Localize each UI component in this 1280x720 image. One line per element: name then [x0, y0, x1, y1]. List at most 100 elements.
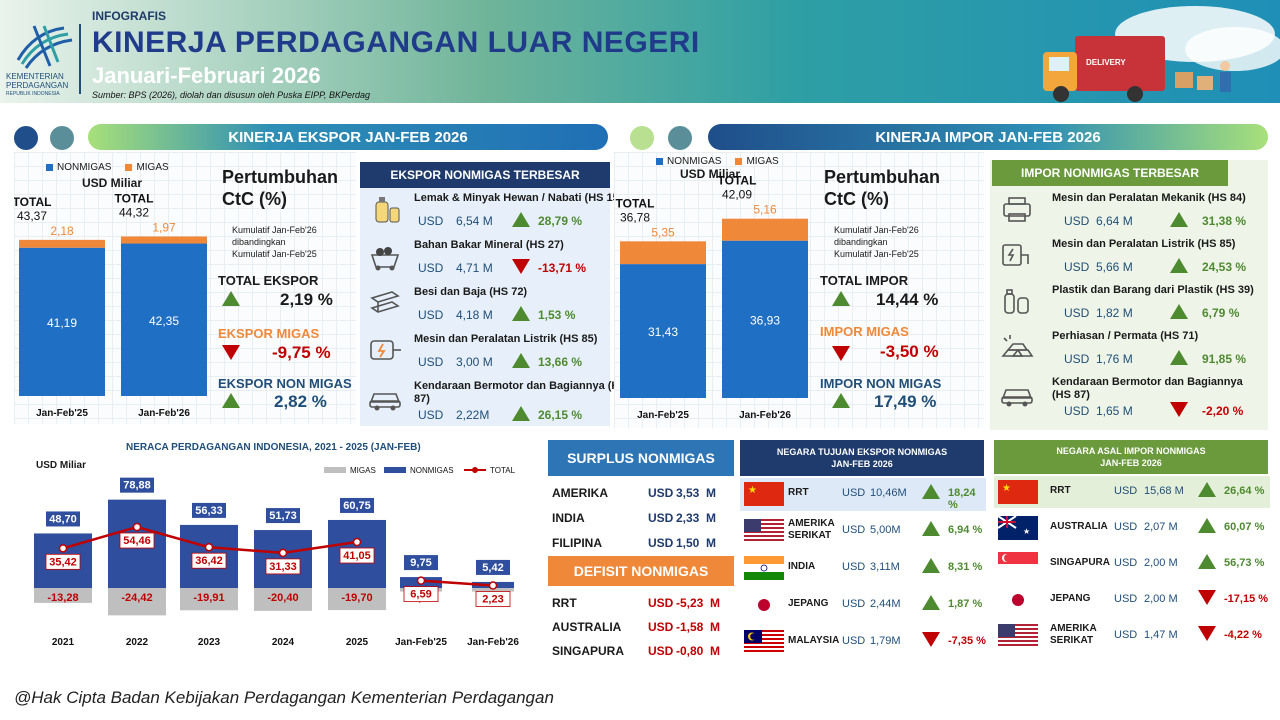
category-label: 2021 [52, 637, 75, 648]
up-arrow-icon [512, 353, 530, 368]
growth-title-line2: CtC (%) [222, 189, 287, 209]
product-name: Perhiasan / Permata (HS 71) [1052, 330, 1199, 342]
migas-bar [328, 588, 386, 611]
neraca-chart: MIGAS NONMIGAS TOTAL 48,70 -13,28 2021 78,88 -2… [34, 466, 519, 648]
country-value: 2,00 M [1144, 557, 1178, 569]
product-icon-wrap [998, 194, 1036, 229]
country-usd: USD [1114, 593, 1138, 605]
category-label: Jan-Feb'25 [395, 637, 447, 648]
country-value: 5,00M [870, 524, 901, 536]
truck-label: DELIVERY [1086, 58, 1126, 67]
product-icon-wrap [998, 286, 1036, 321]
country-row: SINGAPURA USD 2,00 M 56,73 % [994, 548, 1270, 580]
country-name: RRT [1050, 485, 1071, 496]
legend-migas: MIGAS [746, 156, 779, 167]
total-point [132, 522, 142, 532]
total-value-label: 36,42 [195, 555, 223, 567]
product-value: 4,18 M [456, 308, 493, 322]
gold-bars-icon [1001, 335, 1034, 357]
impor-legend: NONMIGAS MIGAS [656, 156, 779, 167]
ekspor-top-title-text: EKSPOR NONMIGAS TERBESAR [390, 168, 580, 182]
country-usd: USD [842, 635, 866, 647]
up-arrow-icon [1170, 350, 1188, 365]
up-arrow-icon [1198, 518, 1216, 533]
country-name: AUSTRALIA [1050, 521, 1108, 532]
note-line3: Kumulatif Jan-Feb'25 [834, 249, 919, 259]
category-label: Jan-Feb'26 [138, 408, 190, 419]
nonmigas-bar [121, 243, 207, 396]
migas-value-label: -24,42 [121, 592, 152, 604]
japan-flag-icon [744, 593, 784, 617]
nonmigas-bar [620, 264, 706, 398]
up-arrow-icon [1198, 554, 1216, 569]
migas-value-label: -19,91 [193, 592, 224, 604]
china-flag-icon: ★ [998, 480, 1038, 504]
migas-bar [121, 236, 207, 244]
growth-title-line2: CtC (%) [824, 189, 889, 209]
flag-wrap [744, 519, 784, 543]
ekspor-banner: KINERJA EKSPOR JAN-FEB 2026 [88, 124, 608, 150]
steel-beam-icon [370, 291, 400, 313]
total-label-box [119, 532, 155, 549]
ekspor-top-panel [360, 162, 610, 426]
nonmigas-value-label: 5,42 [482, 562, 503, 574]
legend-nonmigas: NONMIGAS [57, 162, 112, 173]
nonmigas-bar [722, 240, 808, 398]
product-value: 6,64 M [1096, 214, 1133, 228]
balance-row: FILIPINA USD 1,50 M [550, 532, 734, 557]
svg-text:★: ★ [1002, 483, 1011, 494]
neraca-title: NERACA PERDAGANGAN INDONESIA, 2021 - 202… [126, 442, 421, 453]
impor-growth-title: Pertumbuhan CtC (%) [824, 166, 940, 210]
migas-bar [722, 218, 808, 241]
source-note: Sumber: BPS (2026), diolah dan disusun o… [92, 90, 371, 100]
flag-wrap [744, 630, 784, 654]
product-name: Kendaraan Bermotor dan Bagiannya (HS 87) [1052, 376, 1243, 401]
nonmigas-label-box [404, 555, 438, 571]
product-icon-wrap [366, 194, 404, 229]
country-pct: -17,15 % [1224, 593, 1269, 605]
total-ekspor-value: 2,19 % [280, 290, 333, 309]
product-icon-wrap [998, 240, 1036, 275]
product-name: Mesin dan Peralatan Listrik (HS 85) [414, 333, 598, 345]
category-label: Jan-Feb'25 [36, 408, 88, 419]
ekspor-note: Kumulatif Jan-Feb'26 dibandingkan Kumula… [232, 224, 317, 260]
product-name: Plastik dan Barang dari Plastik (HS 39) [1052, 284, 1254, 296]
country-pct: 26,64 % [1224, 485, 1265, 497]
category-label: Jan-Feb'26 [739, 410, 791, 421]
electric-plug-icon [370, 340, 401, 360]
balance-usd: USD [648, 644, 674, 658]
down-arrow-icon [922, 632, 940, 647]
flag-wrap [998, 552, 1038, 576]
legend-swatch-migas [735, 158, 743, 165]
balance-usd: USD [648, 511, 674, 525]
growth-title-line1: Pertumbuhan [824, 167, 941, 187]
up-arrow-icon [832, 393, 850, 408]
total-value: 36,78 [620, 210, 650, 224]
product-row: Mesin dan Peralatan Listrik (HS 85) USD 3,… [360, 331, 610, 378]
balance-value: 1,50 M [676, 536, 717, 550]
product-icon-wrap [998, 332, 1036, 367]
footer-copyright: @Hak Cipta Badan Kebijakan Perdagangan K… [14, 688, 554, 707]
balance-country: SINGAPURA [552, 644, 625, 658]
country-value: 2,44M [870, 598, 901, 610]
total-impor-value: 14,44 % [876, 290, 939, 309]
nonmigas-value-label: 48,70 [49, 513, 77, 525]
product-pct: 28,79 % [538, 214, 583, 228]
printer-machine-icon [1003, 197, 1031, 222]
category-label: 2025 [346, 637, 369, 648]
total-ekspor-label: TOTAL EKSPOR [218, 273, 319, 288]
japan-flag-icon [998, 588, 1038, 612]
logo-line2: PERDAGANGAN [6, 81, 69, 90]
balance-country: INDIA [552, 511, 585, 525]
ekspor-migas-label: EKSPOR MIGAS [218, 326, 320, 341]
product-icon-wrap [366, 288, 404, 323]
total-point [416, 576, 426, 585]
total-label-box [45, 553, 81, 570]
impor-unit: USD Miliar [680, 167, 741, 181]
neraca-unit: USD Miliar [36, 460, 87, 471]
tujuan-title-line1: NEGARA TUJUAN EKSPOR NONMIGAS [776, 447, 948, 457]
balance-value: 2,33 M [676, 511, 717, 525]
country-usd: USD [842, 598, 866, 610]
migas-bar [108, 588, 166, 616]
asal-title-line1: NEGARA ASAL IMPOR NONMIGAS [1056, 446, 1206, 456]
